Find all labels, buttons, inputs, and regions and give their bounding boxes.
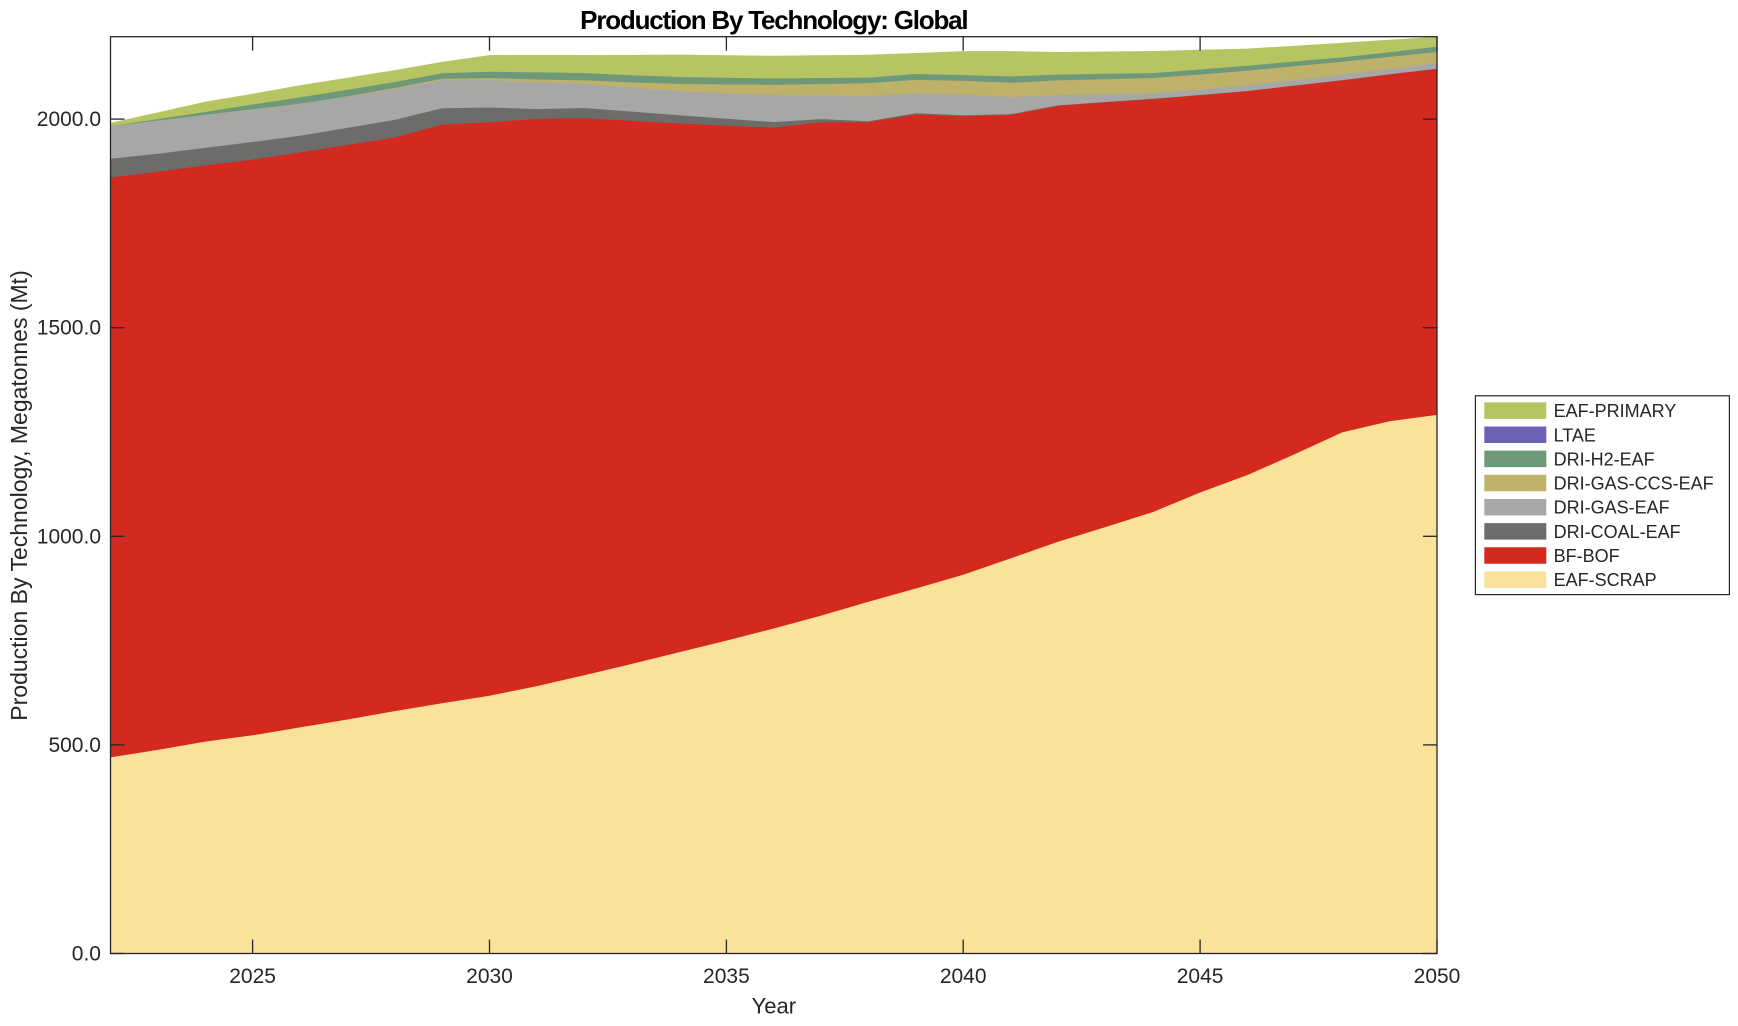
svg-text:DRI-GAS-EAF: DRI-GAS-EAF — [1554, 498, 1670, 518]
svg-text:2025: 2025 — [229, 965, 276, 988]
svg-text:2045: 2045 — [1177, 965, 1224, 988]
svg-text:Year: Year — [752, 994, 796, 1019]
svg-text:Production By Technology: Glob: Production By Technology: Global — [580, 5, 967, 35]
svg-text:2035: 2035 — [703, 965, 750, 988]
svg-text:500.0: 500.0 — [48, 734, 101, 757]
svg-text:2040: 2040 — [940, 965, 987, 988]
svg-text:2050: 2050 — [1414, 965, 1461, 988]
svg-text:LTAE: LTAE — [1554, 425, 1596, 445]
svg-text:2030: 2030 — [466, 965, 513, 988]
svg-text:2000.0: 2000.0 — [37, 108, 101, 131]
svg-text:Production By Technology, Mega: Production By Technology, Megatonnes (Mt… — [6, 270, 32, 720]
svg-text:EAF-PRIMARY: EAF-PRIMARY — [1554, 401, 1677, 421]
svg-text:1000.0: 1000.0 — [37, 525, 101, 548]
svg-text:DRI-GAS-CCS-EAF: DRI-GAS-CCS-EAF — [1554, 474, 1714, 494]
svg-text:DRI-COAL-EAF: DRI-COAL-EAF — [1554, 522, 1681, 542]
svg-text:EAF-SCRAP: EAF-SCRAP — [1554, 570, 1657, 590]
svg-text:0.0: 0.0 — [72, 943, 101, 966]
svg-text:DRI-H2-EAF: DRI-H2-EAF — [1554, 449, 1655, 469]
svg-text:BF-BOF: BF-BOF — [1554, 546, 1620, 566]
svg-text:1500.0: 1500.0 — [37, 317, 101, 340]
